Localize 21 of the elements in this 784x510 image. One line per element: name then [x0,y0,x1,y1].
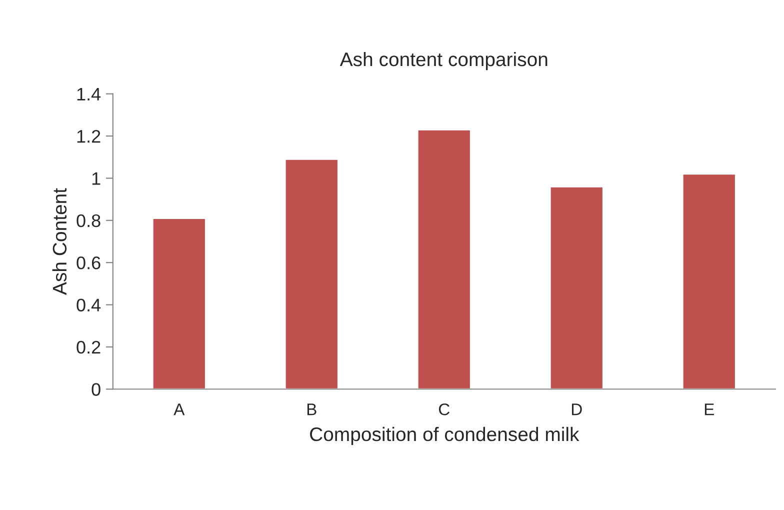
y-tick-label: 0.2 [76,340,100,354]
y-tick-label: 0.4 [76,298,101,312]
chart-title: Ash content comparison [340,52,548,70]
y-tick-label: 1 [92,172,100,185]
bar [152,218,206,390]
y-tick-label: 0.8 [76,214,100,228]
bar [682,173,736,390]
x-tick-label: B [307,404,316,416]
bar [284,158,339,390]
y-tick-label: 0 [92,383,100,396]
bar [416,129,472,390]
x-axis-title: Composition of condensed milk [310,426,580,446]
x-tick-label: E [704,404,714,416]
bar [549,186,604,390]
x-tick-label: D [572,404,582,416]
y-tick-label: 0.6 [76,256,100,270]
y-tick-label: 1.4 [77,88,101,100]
y-tick-label: 1.2 [77,130,100,143]
y-axis-title: Ash Content [52,188,67,295]
x-tick-label: A [174,404,185,416]
x-tick-label: C [438,403,450,416]
